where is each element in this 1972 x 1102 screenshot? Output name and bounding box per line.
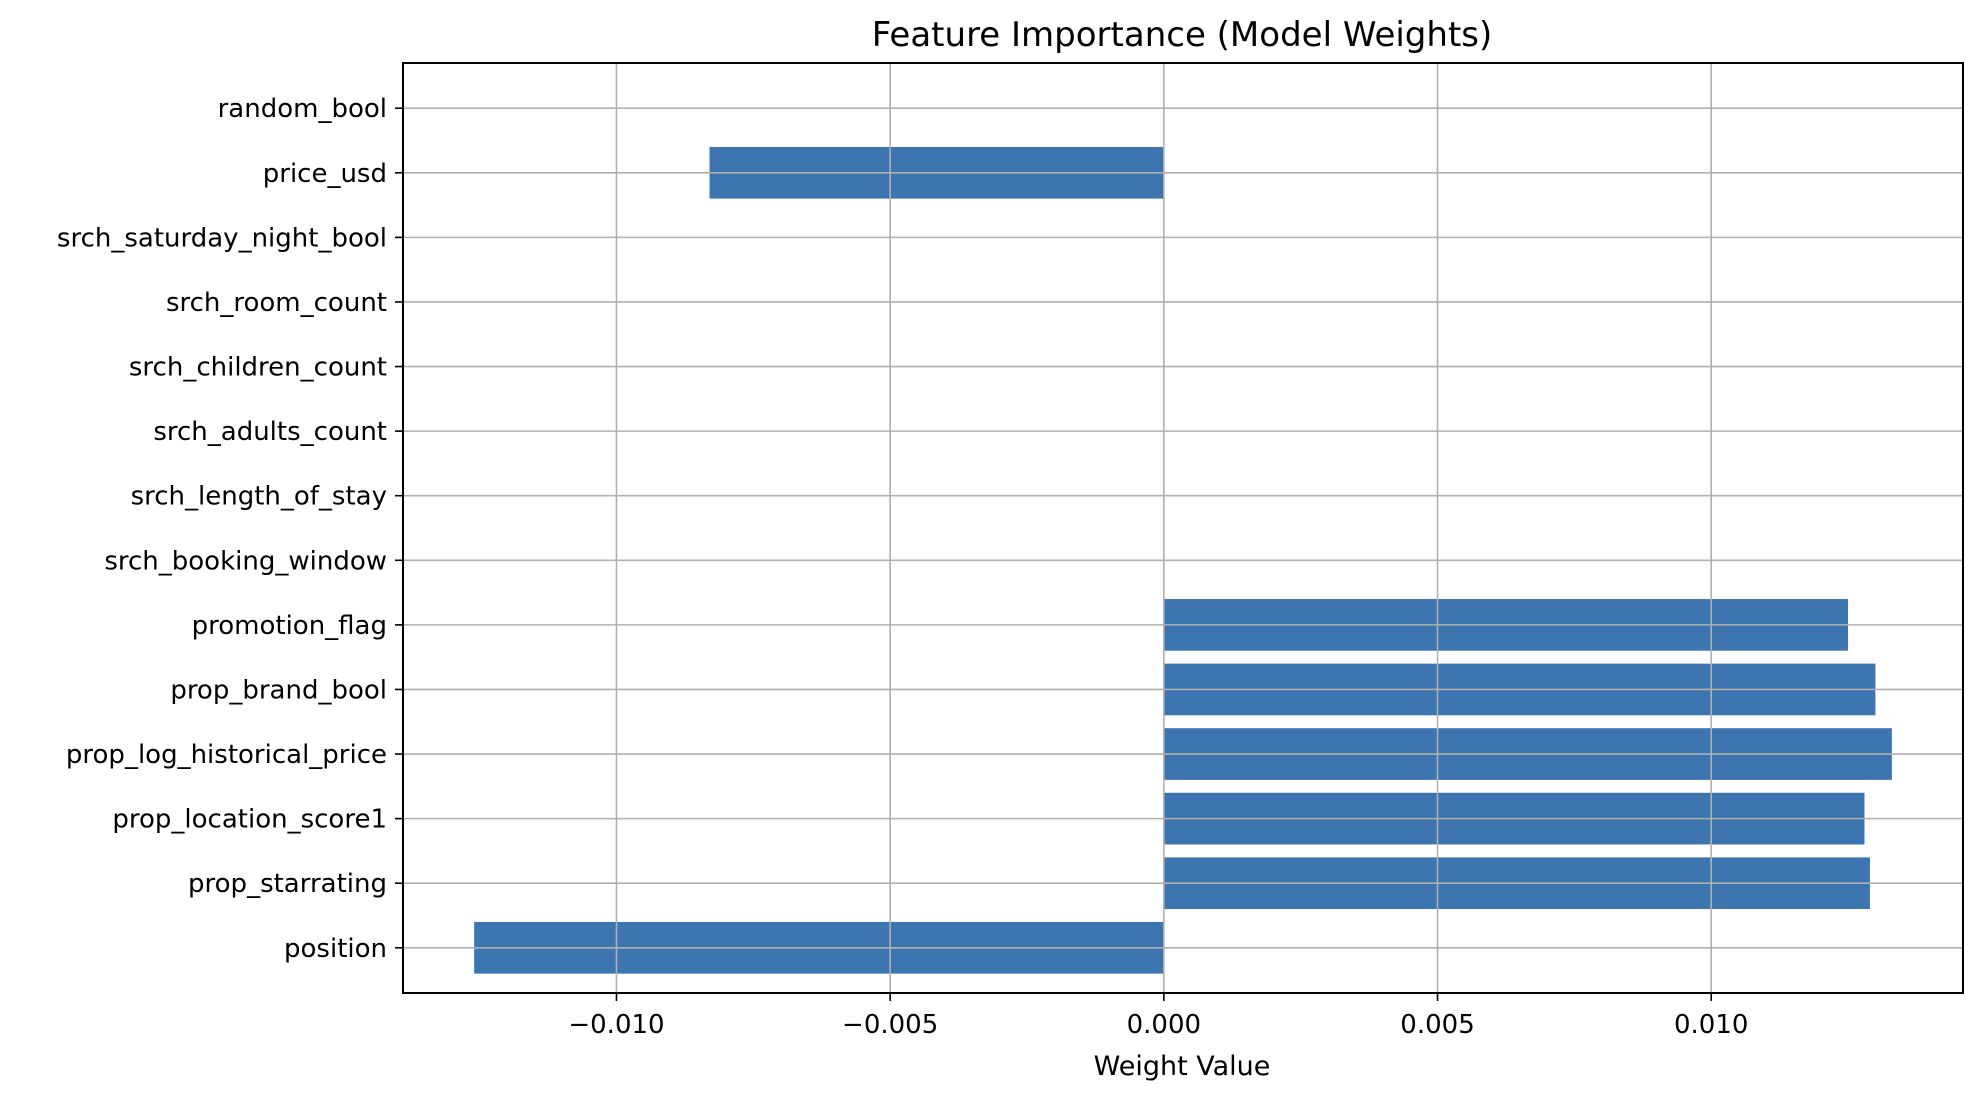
x-tick-label: −0.005 — [842, 1010, 938, 1040]
y-tick-label: srch_adults_count — [153, 417, 387, 447]
x-axis: −0.010 −0.005 0.000 0.005 0.010 — [568, 993, 1748, 1040]
chart-title: Feature Importance (Model Weights) — [872, 15, 1493, 55]
x-tick-label: −0.010 — [568, 1010, 664, 1040]
y-tick-label: promotion_flag — [192, 611, 387, 641]
y-tick-label: prop_starrating — [188, 869, 387, 899]
y-tick-label: prop_log_historical_price — [66, 740, 387, 770]
y-tick-label: srch_children_count — [129, 353, 387, 383]
y-tick-label: srch_room_count — [166, 288, 387, 318]
y-tick-label: prop_brand_bool — [170, 675, 387, 705]
y-tick-label: srch_saturday_night_bool — [57, 223, 387, 253]
y-tick-label: srch_length_of_stay — [131, 482, 387, 512]
y-tick-label: random_bool — [218, 94, 387, 124]
x-tick-label: 0.005 — [1400, 1010, 1474, 1040]
y-tick-label: prop_location_score1 — [112, 805, 387, 835]
x-tick-label: 0.010 — [1674, 1010, 1748, 1040]
y-tick-label: srch_booking_window — [104, 546, 387, 576]
plot-frame — [402, 62, 1964, 994]
grid-lines — [403, 63, 1963, 993]
x-axis-label: Weight Value — [1094, 1051, 1271, 1082]
y-tick-label: position — [284, 934, 387, 964]
x-tick-label: 0.000 — [1127, 1010, 1201, 1040]
y-tick-label: price_usd — [263, 159, 387, 189]
y-axis: position prop_starrating prop_location_sco… — [57, 94, 403, 964]
